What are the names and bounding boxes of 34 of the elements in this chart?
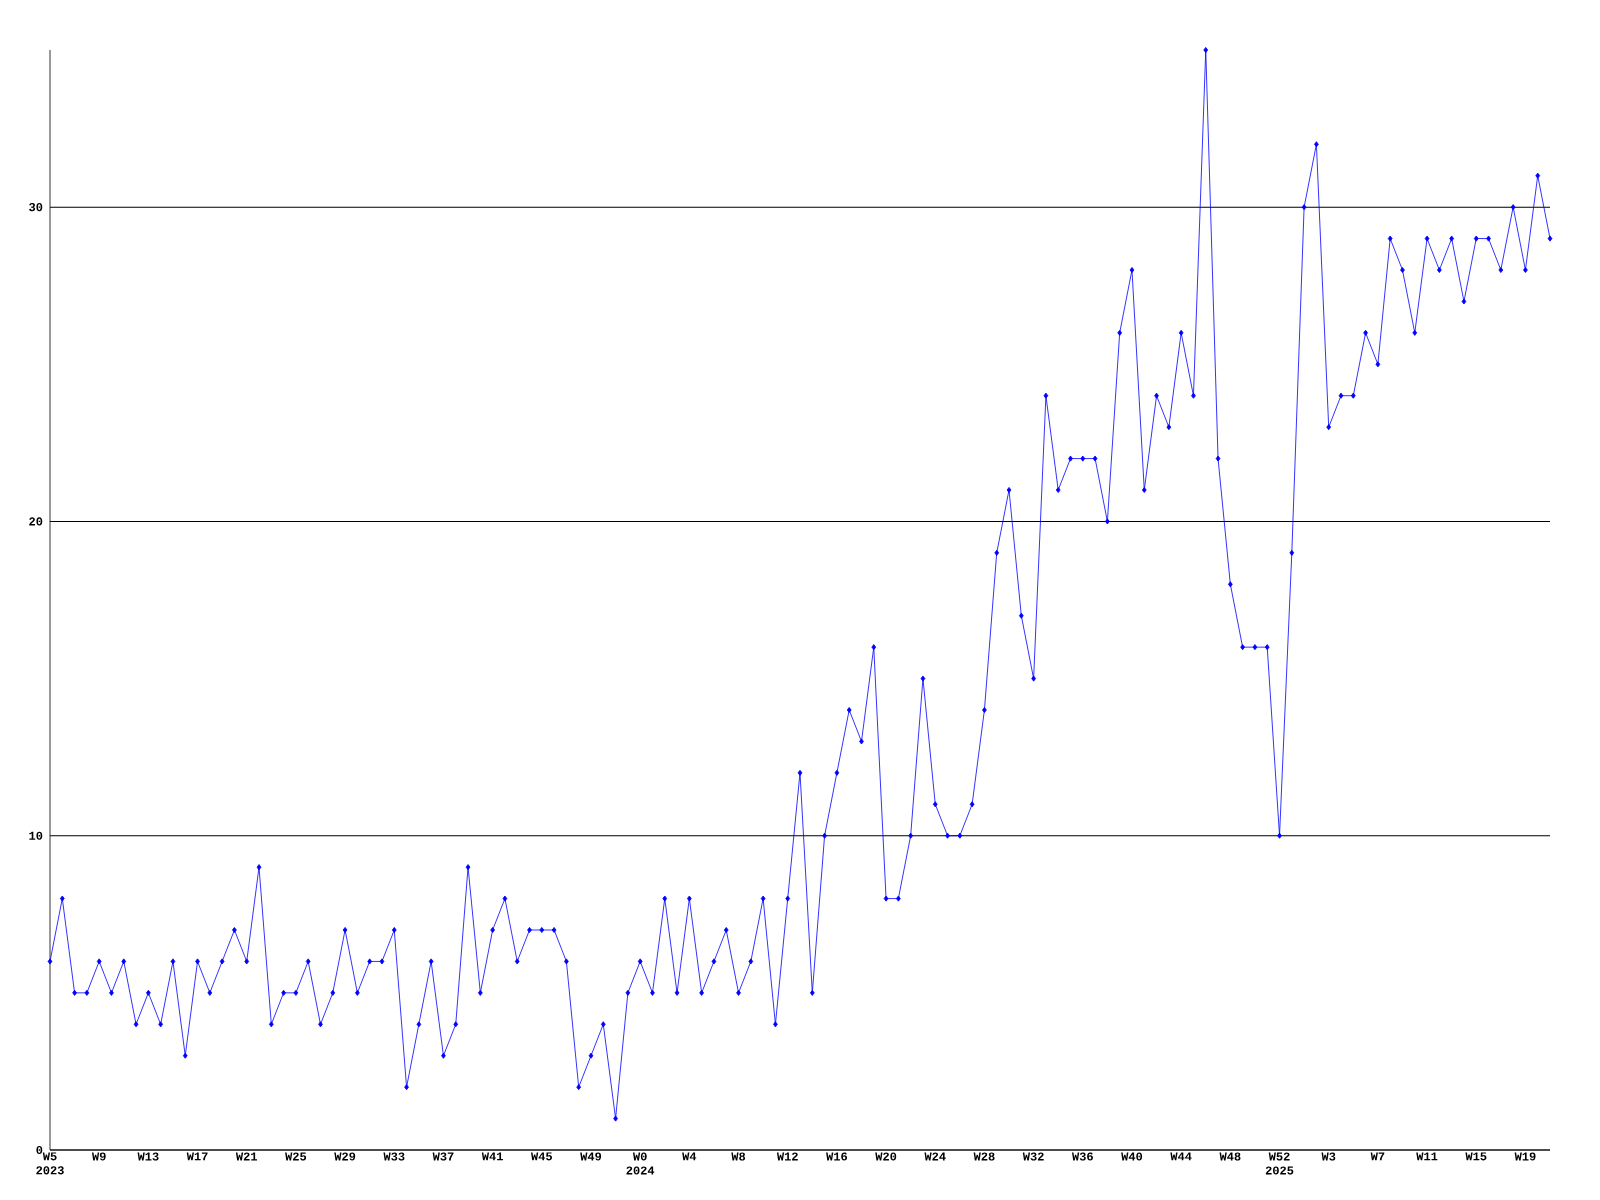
x-tick-label: W8 (731, 1152, 746, 1161)
x-tick-label: W36 (1072, 1152, 1093, 1161)
x-tick-label: W29 (334, 1152, 356, 1161)
x-tick-label: W13 (137, 1152, 159, 1161)
x-tick-label: W40 (1121, 1152, 1143, 1161)
y-tick-label: 10 (29, 831, 43, 840)
x-tick-label: W9 (91, 1152, 106, 1161)
x-tick-label: W3 (1321, 1152, 1336, 1161)
x-tick-label: W20 (875, 1152, 897, 1161)
x-tick-label: W4 (682, 1152, 697, 1161)
x-tick-label: W52 2025 (1265, 1152, 1294, 1175)
x-tick-label: W17 (186, 1152, 208, 1161)
y-tick-label: 30 (29, 203, 43, 212)
x-tick-label: W15 (1465, 1152, 1487, 1161)
y-tick-label: 0 (36, 1145, 43, 1155)
x-tick-label: W44 (1170, 1152, 1192, 1161)
x-tick-label: W21 (235, 1152, 258, 1161)
x-tick-label: W7 (1370, 1152, 1385, 1161)
x-tick-label: W0 2024 (626, 1152, 655, 1175)
x-tick-label: W41 (481, 1152, 503, 1161)
x-tick-label: W12 (776, 1152, 798, 1161)
x-tick-label: W11 (1416, 1152, 1438, 1161)
x-tick-label: W37 (432, 1152, 454, 1161)
x-tick-label: W25 (285, 1152, 307, 1161)
x-tick-label: W49 (580, 1152, 602, 1161)
x-tick-label: W33 (383, 1152, 405, 1161)
x-tick-label: W48 (1219, 1152, 1241, 1161)
x-tick-label: W24 (924, 1152, 946, 1161)
x-tick-label: W28 (973, 1152, 995, 1161)
x-tick-label: W45 (531, 1152, 552, 1161)
x-tick-label: W19 (1514, 1152, 1536, 1161)
x-tick-label: W16 (826, 1152, 848, 1161)
y-tick-label: 20 (29, 517, 43, 526)
x-tick-label: W32 (1022, 1152, 1044, 1161)
